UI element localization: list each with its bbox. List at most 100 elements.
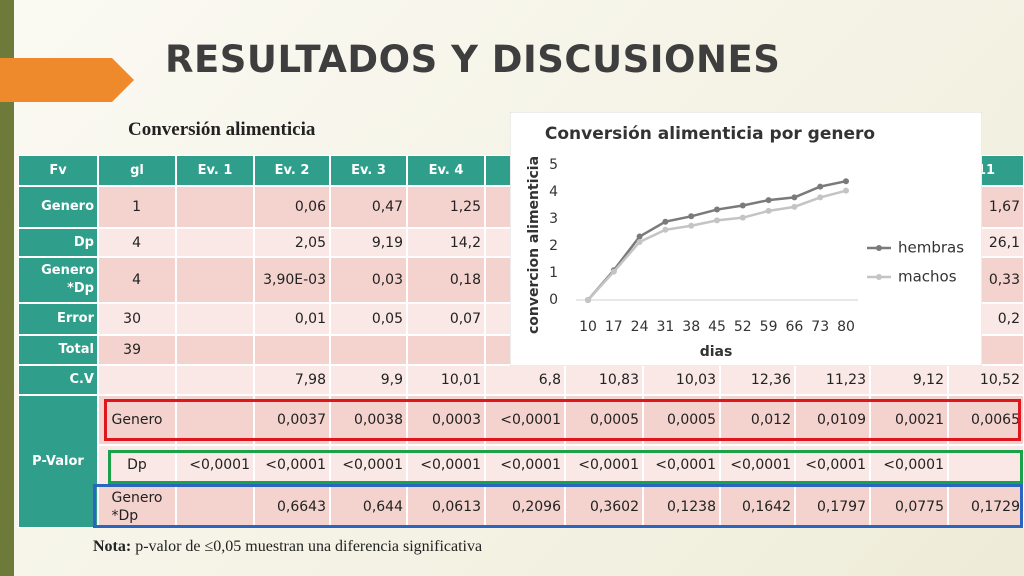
table-cell: 0,0005 — [565, 395, 643, 445]
legend-marker — [876, 245, 882, 251]
table-cell: Genero *Dp — [98, 485, 176, 528]
row-header: Genero *Dp — [18, 257, 98, 303]
arrow-shape — [0, 58, 134, 102]
y-tick-label: 2 — [549, 238, 558, 254]
row-header: Error — [18, 303, 98, 335]
table-cell: 0,06 — [254, 186, 330, 228]
row-header: P-Valor — [18, 395, 98, 528]
series-point — [843, 187, 849, 194]
table-cell: 12,36 — [720, 365, 795, 395]
series-point — [714, 206, 720, 213]
row-header: Dp — [18, 228, 98, 257]
chart: Conversión alimenticia por genero conver… — [510, 112, 982, 366]
table-cell: 9,12 — [870, 365, 948, 395]
table-cell: 14,2 — [407, 228, 485, 257]
table-cell: 0,0037 — [254, 395, 330, 445]
table-cell: 9,9 — [330, 365, 407, 395]
side-bar — [0, 0, 14, 576]
x-tick-label: 66 — [785, 319, 803, 335]
table-cell: 0,1797 — [795, 485, 870, 528]
column-header: Ev. 3 — [330, 155, 407, 186]
series-point — [791, 203, 798, 210]
table-cell: 10,03 — [643, 365, 720, 395]
series-point — [585, 297, 591, 303]
series-point — [817, 194, 824, 201]
table-cell: 0,01 — [254, 303, 330, 335]
y-tick-label: 1 — [549, 265, 558, 281]
table-cell: Genero — [98, 395, 176, 445]
y-tick-label: 3 — [549, 211, 558, 227]
table-cell: 1 — [98, 186, 176, 228]
table-cell — [330, 335, 407, 365]
table-cell: 10,52 — [948, 365, 1024, 395]
series-point — [688, 222, 695, 229]
x-tick-label: 52 — [734, 319, 752, 335]
table-cell: 30 — [98, 303, 176, 335]
series-point — [765, 197, 772, 204]
y-axis-label: convercion alimenticia — [526, 156, 542, 334]
table-cell: 9,19 — [330, 228, 407, 257]
table-cell — [407, 335, 485, 365]
table-cell: 2,05 — [254, 228, 330, 257]
table-cell: 39 — [98, 335, 176, 365]
row-header: C.V — [18, 365, 98, 395]
table-cell: 0,6643 — [254, 485, 330, 528]
table-cell: 0,1238 — [643, 485, 720, 528]
table-cell: 3,90E-03 — [254, 257, 330, 303]
series-point — [739, 214, 746, 221]
highlight-red — [104, 399, 1021, 441]
chart-title: Conversión alimenticia por genero — [545, 124, 875, 144]
series-point — [636, 233, 643, 240]
highlight-green — [108, 450, 1023, 484]
series-point — [610, 268, 617, 275]
chart-area — [510, 112, 982, 366]
table-cell — [98, 365, 176, 395]
table-cell: 7,98 — [254, 365, 330, 395]
legend-label: machos — [898, 268, 957, 286]
series-point — [662, 218, 669, 225]
column-header: Fv — [18, 155, 98, 186]
table-cell — [176, 365, 254, 395]
legend-marker — [876, 274, 882, 280]
y-tick-label: 0 — [549, 292, 558, 308]
table-cell: 1,25 — [407, 186, 485, 228]
table-cell: 0,0021 — [870, 395, 948, 445]
table-cell: 6,8 — [485, 365, 565, 395]
note-label: Nota: — [93, 538, 132, 555]
table-cell — [176, 335, 254, 365]
table-cell: 0,0065 — [948, 395, 1024, 445]
table-cell: 0,0005 — [643, 395, 720, 445]
table-cell: 0,07 — [407, 303, 485, 335]
series-point — [636, 238, 643, 245]
x-axis-label: dias — [700, 344, 733, 360]
legend-label: hembras — [898, 239, 964, 257]
table-cell: 0,47 — [330, 186, 407, 228]
series-point — [688, 213, 695, 220]
series-point — [791, 194, 798, 201]
table-cell: 4 — [98, 257, 176, 303]
table-cell: <0,0001 — [485, 395, 565, 445]
table-cell: 0,0613 — [407, 485, 485, 528]
table-cell: 11,23 — [795, 365, 870, 395]
table-cell: 0,18 — [407, 257, 485, 303]
table-cell: 0,0038 — [330, 395, 407, 445]
table-cell — [176, 186, 254, 228]
table-cell: 4 — [98, 228, 176, 257]
x-tick-label: 73 — [811, 319, 829, 335]
series-point — [843, 178, 849, 185]
table-cell — [176, 257, 254, 303]
table-cell: 0,012 — [720, 395, 795, 445]
table-cell: 10,83 — [565, 365, 643, 395]
x-tick-label: 17 — [605, 319, 623, 335]
x-tick-label: 24 — [631, 319, 649, 335]
x-tick-label: 80 — [837, 319, 855, 335]
table-cell: 10,01 — [407, 365, 485, 395]
column-header: gl — [98, 155, 176, 186]
row-header: Total — [18, 335, 98, 365]
slide-title: RESULTADOS Y DISCUSIONES — [165, 38, 781, 81]
table-cell — [176, 228, 254, 257]
x-tick-label: 45 — [708, 319, 726, 335]
subtitle: Conversión alimenticia — [128, 119, 316, 140]
table-cell: 0,0003 — [407, 395, 485, 445]
table-cell: 0,3602 — [565, 485, 643, 528]
